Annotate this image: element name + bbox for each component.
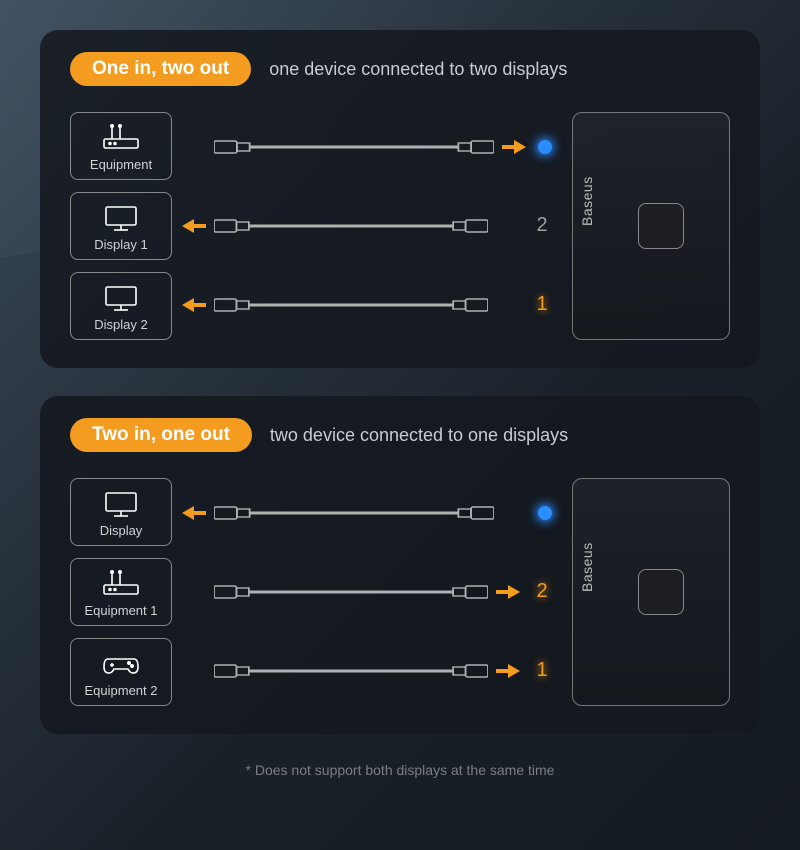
led-indicator bbox=[538, 506, 552, 520]
monitor-icon bbox=[100, 489, 142, 519]
mode-subtitle: one device connected to two displays bbox=[269, 59, 567, 80]
footnote-text: * Does not support both displays at the … bbox=[40, 762, 760, 778]
device-column: Display Equipment 1 Equipment 2 bbox=[70, 478, 172, 706]
port-number: 1 bbox=[532, 293, 552, 316]
device-label: Equipment 2 bbox=[85, 683, 158, 698]
arrow-right-icon bbox=[494, 662, 522, 680]
mode-badge: Two in, one out bbox=[70, 418, 252, 452]
cable-row bbox=[180, 119, 552, 175]
cable-column: 2 1 bbox=[180, 112, 552, 340]
panel-one-in-two-out: One in, two out one device connected to … bbox=[40, 30, 760, 368]
port-number: 2 bbox=[532, 580, 552, 603]
cable-row: 1 bbox=[180, 277, 552, 333]
port-number: 2 bbox=[532, 214, 552, 237]
arrow-right-icon bbox=[494, 583, 522, 601]
cable-column: 2 1 bbox=[180, 478, 552, 706]
panel-header: One in, two out one device connected to … bbox=[70, 52, 730, 86]
cable-row: 2 bbox=[180, 198, 552, 254]
led-indicator bbox=[538, 140, 552, 154]
panel-header: Two in, one out two device connected to … bbox=[70, 418, 730, 452]
gamepad-icon bbox=[100, 649, 142, 679]
switch-column: Baseus bbox=[560, 478, 730, 706]
arrow-left-icon bbox=[180, 296, 208, 314]
device-label: Display bbox=[100, 523, 143, 538]
hdmi-switch-device: Baseus bbox=[572, 112, 730, 340]
diagram: Display Equipment 1 Equipment 2 bbox=[70, 478, 730, 706]
device-equipment: Equipment bbox=[70, 112, 172, 180]
device-label: Display 1 bbox=[94, 237, 147, 252]
device-label: Display 2 bbox=[94, 317, 147, 332]
cable-row bbox=[180, 485, 552, 541]
device-display: Display bbox=[70, 478, 172, 546]
monitor-icon bbox=[100, 283, 142, 313]
panel-two-in-one-out: Two in, one out two device connected to … bbox=[40, 396, 760, 734]
hdmi-cable-icon bbox=[214, 581, 488, 603]
diagram: Equipment Display 1 Display 2 bbox=[70, 112, 730, 340]
arrow-left-icon bbox=[180, 504, 208, 522]
hdmi-cable-icon bbox=[214, 502, 494, 524]
router-icon bbox=[100, 123, 142, 153]
device-equipment-2: Equipment 2 bbox=[70, 638, 172, 706]
device-label: Equipment 1 bbox=[85, 603, 158, 618]
hdmi-cable-icon bbox=[214, 136, 494, 158]
mode-subtitle: two device connected to one displays bbox=[270, 425, 568, 446]
cable-row: 1 bbox=[180, 643, 552, 699]
switch-column: Baseus bbox=[560, 112, 730, 340]
switch-brand-label: Baseus bbox=[579, 542, 595, 592]
router-icon bbox=[100, 569, 142, 599]
device-display-2: Display 2 bbox=[70, 272, 172, 340]
mode-badge: One in, two out bbox=[70, 52, 251, 86]
switch-toggle-button[interactable] bbox=[638, 203, 684, 249]
switch-brand-label: Baseus bbox=[579, 176, 595, 226]
monitor-icon bbox=[100, 203, 142, 233]
device-column: Equipment Display 1 Display 2 bbox=[70, 112, 172, 340]
arrow-left-icon bbox=[180, 217, 208, 235]
hdmi-cable-icon bbox=[214, 294, 488, 316]
hdmi-switch-device: Baseus bbox=[572, 478, 730, 706]
device-equipment-1: Equipment 1 bbox=[70, 558, 172, 626]
cable-row: 2 bbox=[180, 564, 552, 620]
device-label: Equipment bbox=[90, 157, 152, 172]
arrow-right-icon bbox=[500, 138, 528, 156]
device-display-1: Display 1 bbox=[70, 192, 172, 260]
switch-toggle-button[interactable] bbox=[638, 569, 684, 615]
hdmi-cable-icon bbox=[214, 660, 488, 682]
port-number: 1 bbox=[532, 659, 552, 682]
hdmi-cable-icon bbox=[214, 215, 488, 237]
